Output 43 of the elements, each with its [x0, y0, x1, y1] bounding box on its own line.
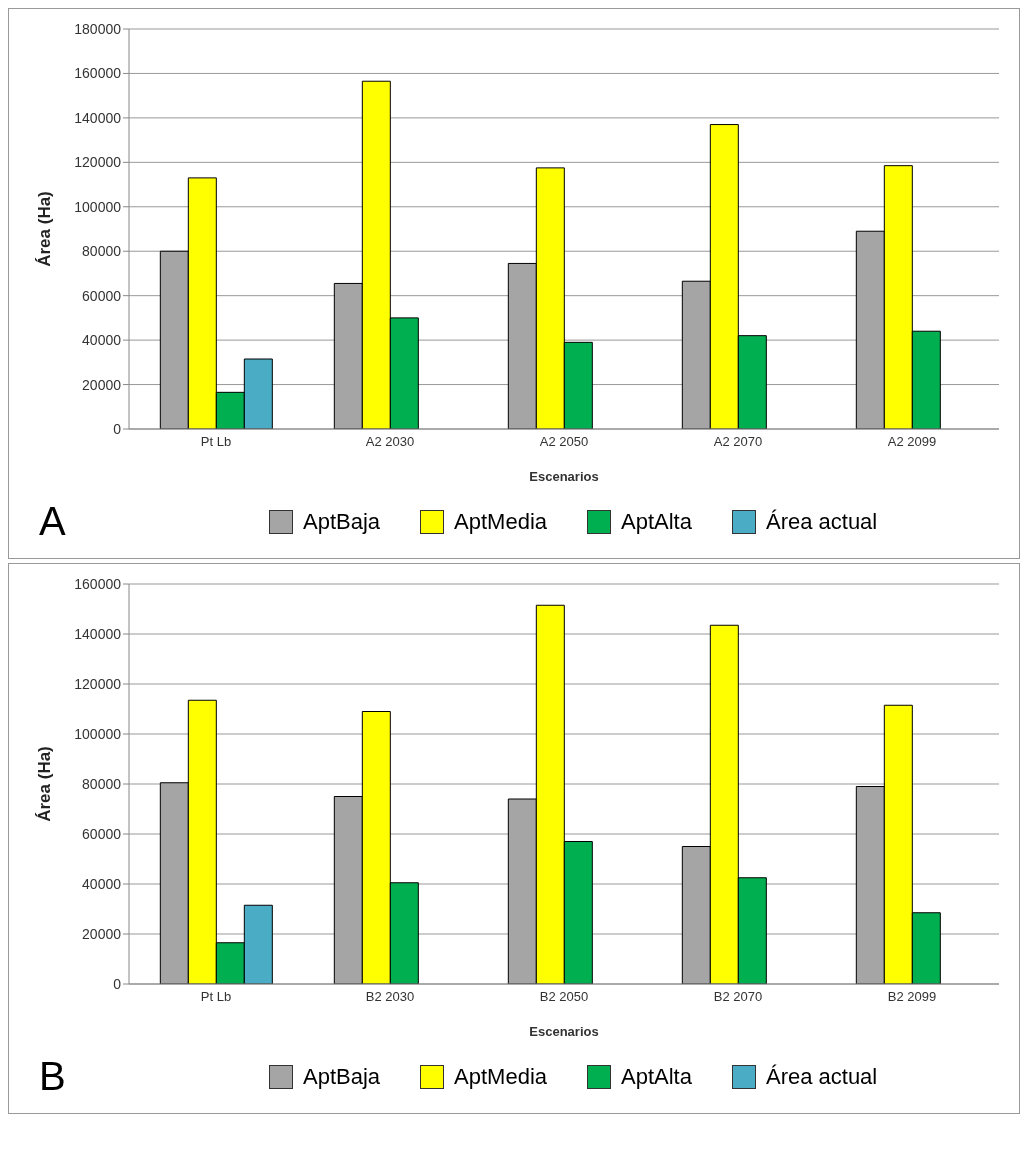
x-tick-label: A2 2070 [713, 434, 763, 450]
legend-label: Área actual [765, 1063, 878, 1090]
legend-label: AptMedia [454, 1063, 548, 1090]
x-axis-title: Escenarios [529, 469, 599, 484]
y-axis-title: Área (Ha) [35, 746, 55, 822]
x-tick-label: B2 2099 [887, 989, 937, 1005]
legend-label: Área actual [765, 508, 878, 535]
y-tick-label: 160000 [74, 65, 122, 82]
y-tick-label: 60000 [82, 825, 122, 842]
y-tick-label: 80000 [82, 243, 122, 260]
y-tick-label: 160000 [74, 575, 122, 592]
legend-label: AptBaja [303, 508, 381, 535]
y-tick-label: 60000 [82, 287, 122, 304]
y-tick-label: 120000 [74, 154, 122, 171]
y-tick-label: 140000 [74, 109, 122, 126]
y-tick-label: 80000 [82, 775, 122, 792]
x-tick-label: B2 2050 [539, 989, 589, 1005]
x-tick-label: A2 2050 [539, 434, 589, 450]
legend-label: AptMedia [454, 508, 548, 535]
x-tick-label: B2 2030 [365, 989, 415, 1005]
y-tick-label: 0 [113, 420, 122, 437]
legend-label: AptAlta [621, 1063, 692, 1090]
legend-label: AptBaja [303, 1063, 381, 1090]
y-axis-title: Área (Ha) [35, 191, 55, 267]
y-tick-label: 20000 [82, 925, 122, 942]
text: B [39, 1054, 67, 1099]
x-tick-label: Pt Lb [200, 434, 232, 450]
x-tick-label: A2 2030 [365, 434, 415, 450]
y-tick-label: 180000 [74, 20, 122, 37]
legend-label: AptAlta [621, 508, 692, 535]
y-tick-label: 40000 [82, 875, 122, 892]
y-tick-label: 140000 [74, 625, 122, 642]
x-tick-label: Pt Lb [200, 989, 232, 1005]
y-tick-label: 100000 [74, 198, 122, 215]
y-tick-label: 100000 [74, 725, 122, 742]
y-tick-label: 0 [113, 975, 122, 992]
y-tick-label: 20000 [82, 376, 122, 393]
x-tick-label: A2 2099 [887, 434, 937, 450]
y-tick-label: 40000 [82, 332, 122, 349]
x-axis-title: Escenarios [529, 1024, 599, 1039]
x-tick-label: B2 2070 [713, 989, 763, 1005]
y-tick-label: 120000 [74, 675, 122, 692]
text: A [39, 499, 67, 544]
